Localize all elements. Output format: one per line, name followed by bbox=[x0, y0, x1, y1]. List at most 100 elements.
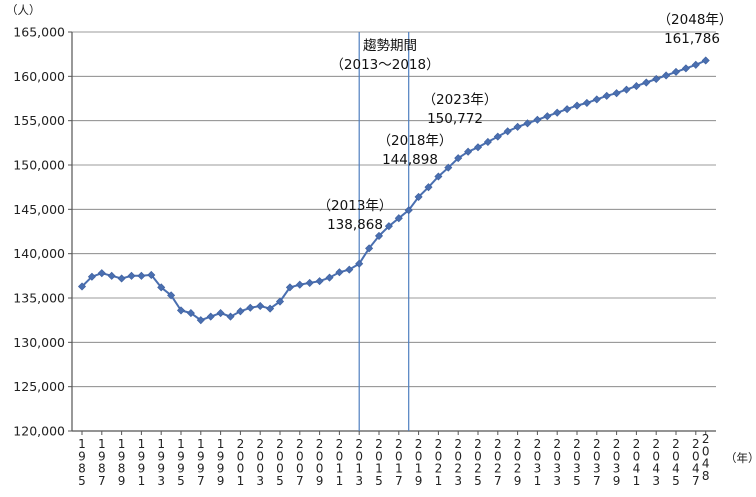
x-tick-label: 5 bbox=[573, 474, 581, 488]
x-tick-label: 9 bbox=[514, 474, 522, 488]
x-tick-label: 2 bbox=[256, 437, 264, 451]
period-lines bbox=[358, 32, 410, 431]
x-tick-label: 2 bbox=[296, 437, 304, 451]
data-point bbox=[553, 108, 562, 117]
data-point bbox=[612, 89, 621, 98]
data-point bbox=[662, 71, 671, 80]
x-tick-label: 0 bbox=[474, 449, 482, 463]
x-tick-label: 2 bbox=[692, 437, 700, 451]
x-tick-label: 4 bbox=[692, 462, 700, 476]
x-tick-label: 0 bbox=[395, 449, 403, 463]
data-point bbox=[355, 259, 364, 268]
annotation-2018-value: 144,898 bbox=[382, 152, 438, 168]
x-tick-label: 2 bbox=[613, 437, 621, 451]
period-range: （2013～2018） bbox=[330, 57, 439, 73]
data-point bbox=[256, 301, 265, 311]
x-tick-label: 2 bbox=[652, 437, 660, 451]
data-point bbox=[275, 297, 285, 306]
data-point bbox=[434, 172, 443, 181]
x-tick-label: 2 bbox=[494, 462, 502, 476]
x-tick-label: 3 bbox=[157, 474, 165, 488]
x-tick-label: 1 bbox=[534, 474, 542, 488]
x-tick-label: 7 bbox=[98, 474, 106, 488]
data-point bbox=[592, 95, 601, 104]
data-point bbox=[513, 122, 522, 131]
x-tick-label: 0 bbox=[256, 449, 264, 463]
x-tick-label: 2 bbox=[514, 462, 522, 476]
x-tick-label: 1 bbox=[336, 462, 344, 476]
data-point bbox=[563, 105, 572, 114]
x-tick-label: 3 bbox=[593, 462, 601, 476]
data-point bbox=[483, 137, 492, 146]
x-tick-label: 3 bbox=[553, 462, 561, 476]
x-tick-label: 1 bbox=[336, 474, 344, 488]
x-tick-label: 5 bbox=[276, 474, 284, 488]
x-tick-label: 1 bbox=[395, 462, 403, 476]
x-tick-label: 0 bbox=[415, 449, 423, 463]
data-point bbox=[622, 85, 631, 94]
x-tick-label: 0 bbox=[316, 462, 324, 476]
x-tick-label: 0 bbox=[692, 449, 700, 463]
y-tick-label: 140,000 bbox=[13, 246, 65, 261]
data-point bbox=[137, 271, 146, 280]
x-tick-label: 2 bbox=[435, 437, 443, 451]
x-tick-label: 1 bbox=[633, 474, 641, 488]
data-point bbox=[236, 307, 245, 316]
x-tick-label: 2 bbox=[415, 437, 423, 451]
data-point bbox=[701, 56, 710, 65]
data-point bbox=[523, 119, 532, 128]
data-point bbox=[246, 303, 255, 312]
x-tick-label: 9 bbox=[138, 449, 146, 463]
x-tick-label: 9 bbox=[177, 449, 185, 463]
data-point bbox=[87, 272, 96, 281]
x-tick-label: 2 bbox=[454, 462, 462, 476]
x-tick-label: 3 bbox=[573, 462, 581, 476]
x-tick-label: 1 bbox=[118, 437, 126, 451]
x-tick-label: 1 bbox=[237, 474, 245, 488]
y-axis-ticks: 120,000 125,000 130,000 135,000 140,000 145,0… bbox=[13, 25, 65, 439]
x-axis-ticks: 1985198719891991199319951997199920012003… bbox=[78, 432, 709, 488]
data-point bbox=[414, 192, 423, 201]
x-tick-label: 3 bbox=[355, 474, 363, 488]
annotation-2048-value: 161,786 bbox=[664, 31, 720, 47]
y-tick-label: 130,000 bbox=[13, 335, 65, 350]
y-tick-label: 120,000 bbox=[13, 424, 65, 439]
x-tick-label: 0 bbox=[534, 449, 542, 463]
annotations: 趨勢期間 （2013～2018） （2013年） 138,868 （2018年）… bbox=[318, 12, 733, 233]
data-point bbox=[167, 291, 176, 300]
data-point bbox=[335, 268, 344, 277]
x-tick-label: 0 bbox=[702, 444, 710, 458]
x-axis-unit: （年） bbox=[725, 451, 756, 465]
data-point bbox=[464, 147, 473, 156]
x-tick-label: 2 bbox=[237, 437, 245, 451]
gridlines bbox=[68, 31, 716, 435]
data-point bbox=[691, 60, 700, 69]
period-label: 趨勢期間 bbox=[363, 38, 417, 54]
x-tick-label: 0 bbox=[276, 462, 284, 476]
data-point bbox=[117, 274, 126, 283]
x-tick-label: 0 bbox=[494, 449, 502, 463]
x-tick-label: 1 bbox=[98, 437, 106, 451]
x-tick-label: 0 bbox=[633, 449, 641, 463]
x-tick-label: 8 bbox=[118, 462, 126, 476]
x-tick-label: 4 bbox=[652, 462, 660, 476]
x-tick-label: 1 bbox=[157, 437, 165, 451]
x-tick-label: 2 bbox=[336, 437, 344, 451]
x-tick-label: 5 bbox=[375, 474, 383, 488]
annotation-2013-value: 138,868 bbox=[327, 217, 383, 233]
data-point bbox=[602, 91, 611, 100]
data-point bbox=[226, 312, 235, 321]
x-tick-label: 7 bbox=[692, 474, 700, 488]
data-point bbox=[543, 112, 552, 121]
y-axis-unit: （人） bbox=[6, 3, 41, 17]
x-tick-label: 3 bbox=[534, 462, 542, 476]
x-tick-label: 9 bbox=[118, 449, 126, 463]
data-point bbox=[454, 154, 463, 163]
x-tick-label: 0 bbox=[514, 449, 522, 463]
x-tick-label: 1 bbox=[355, 462, 363, 476]
x-tick-label: 1 bbox=[138, 474, 146, 488]
x-tick-label: 0 bbox=[316, 449, 324, 463]
x-tick-label: 0 bbox=[355, 449, 363, 463]
x-tick-label: 9 bbox=[415, 474, 423, 488]
